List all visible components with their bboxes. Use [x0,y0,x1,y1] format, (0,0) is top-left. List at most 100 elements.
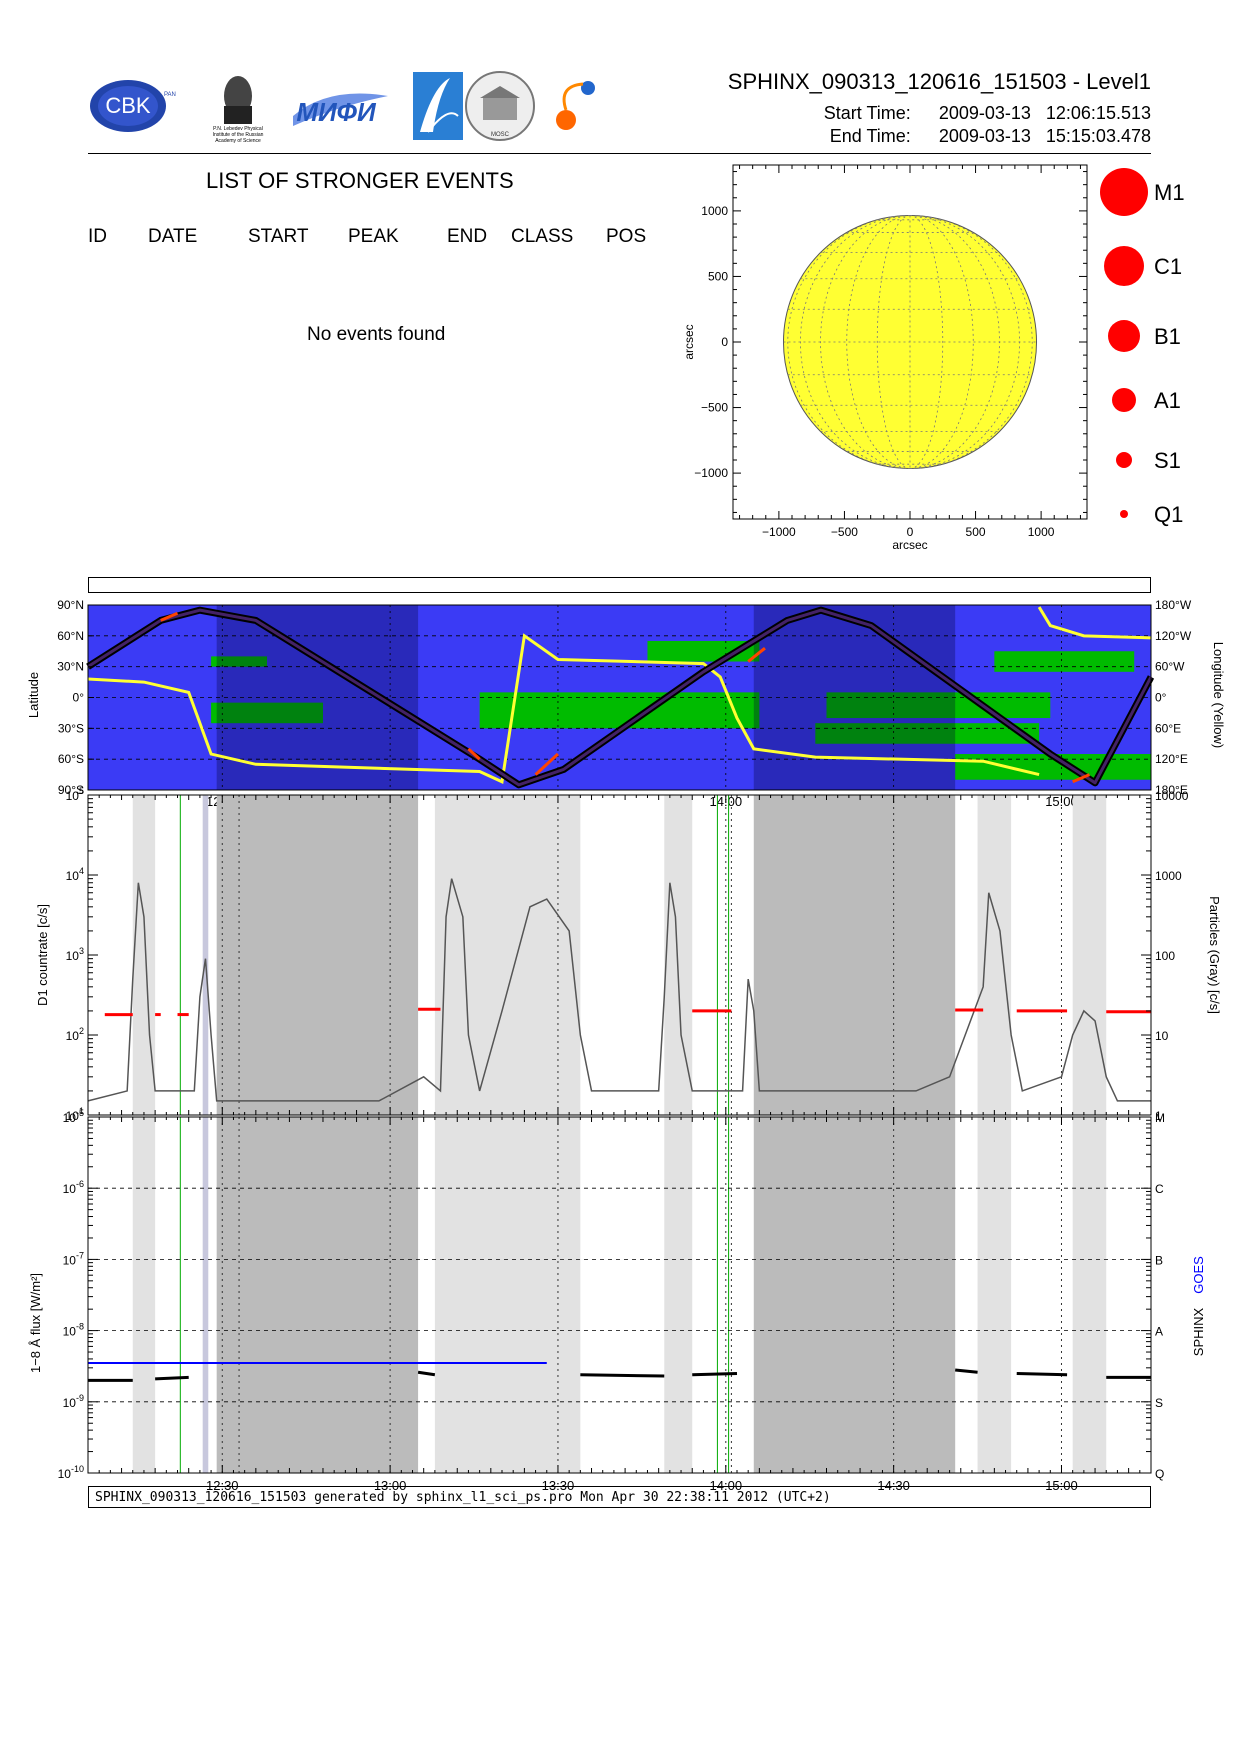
log-axis-label: 105 [66,786,84,803]
log-axis-label: 10-9 [63,1393,84,1410]
disk-ytick-label: −1000 [694,466,728,480]
mifi-logo: МИФИ [293,93,388,127]
eclipse-band [216,1117,419,1473]
class-label: A [1155,1325,1163,1339]
legend-label-c1: C1 [1154,254,1182,279]
map-land [211,656,268,667]
time-label: 14:30 [877,1478,910,1493]
class-label: B [1155,1253,1163,1267]
page-title: SPHINX_090313_120616_151503 - Level1 [727,69,1151,94]
saa-band [664,795,693,1115]
time-label: 13:30 [542,1478,575,1493]
disk-longitude-line [787,215,911,469]
events-title: LIST OF STRONGER EVENTS [206,168,514,193]
events-col-date: DATE [148,226,198,247]
track-highlight [1072,773,1091,784]
log-axis-label: 10-5 [63,1108,84,1125]
saa-band [1072,1117,1107,1473]
track-highlight [160,611,179,622]
map-lon-label: 0° [1155,691,1167,705]
sun-logo [556,81,595,130]
saa-band [434,1117,581,1473]
mifi-logo-text: МИФИ [296,97,377,127]
disk-ticks: −1000 −500 0 500 1000 1000 500 0 −500 −1000 [694,165,1087,539]
log-axis-label: 10-10 [58,1464,84,1481]
right-axis-label: 100 [1155,949,1175,963]
footer-note: SPHINX_090313_120616_151503 generated by… [88,1486,1151,1508]
saa-band [132,1117,156,1473]
log-axis-label: 10-6 [63,1179,84,1196]
map-land [826,692,1051,719]
flux-ylabel-left: 1−8 Å flux [W/m²] [28,1273,43,1373]
time-label: 15:00 [1045,1478,1078,1493]
map-ylabel-left: Latitude [26,672,41,718]
disk-xtick-label: 1000 [1028,525,1055,539]
end-time-label: End Time: [829,126,911,146]
eclipse-band [753,795,956,1115]
right-axis-label: 10000 [1155,789,1189,803]
disk-longitude-line [909,215,944,469]
marker-band [202,795,209,1115]
disk-xtick-label: 0 [907,525,914,539]
disk-ytick-label: 500 [708,269,728,283]
disk-longitude-line [909,215,1033,469]
disk-ytick-label: 0 [721,335,728,349]
disk-xlabel: arcsec [892,538,927,552]
disk-longitude-line [800,215,911,469]
start-time-label: Start Time: [823,103,911,123]
disk-xtick-label: −500 [831,525,858,539]
events-col-peak: PEAK [348,226,399,247]
map-land [211,702,323,724]
track-highlight [467,747,481,761]
saa-band [977,795,1012,1115]
disk-longitude-line [876,215,911,469]
right-axis-label: 10 [1155,1029,1169,1043]
flux-label-sphinx: SPHINX [1191,1307,1206,1356]
legend-group: M1 C1 B1 A1 S1 Q1 [1100,168,1185,527]
disk-longitude-line [820,215,911,469]
legend-label-q1: Q1 [1154,502,1183,527]
map-land [479,692,760,729]
flux-chart: 10-10 10-9 10-8 10-7 10-6 10-5 Q S A B C M 12:30 13:0… [58,1108,1165,1493]
sphinx-flux-segment [417,1370,436,1377]
map-lat-label: 90°N [57,598,84,612]
legend-label-b1: B1 [1154,324,1181,349]
svg-text:Institute of the Russian: Institute of the Russian [213,132,264,138]
flare-class-legend: M1 C1 B1 A1 S1 Q1 [1100,168,1185,527]
info-strip [88,577,1151,593]
events-col-start: START [248,226,309,247]
observatory-logo: MOSC [465,71,535,141]
map-lon-label: 120°E [1155,752,1188,766]
disk-ytick-label: 1000 [701,204,728,218]
legend-label-m1: M1 [1154,180,1185,205]
legend-label-s1: S1 [1154,448,1181,473]
ground-track-map: 90°N 180°W 60°N 120°W 30°N 60°W 0° 0° 30°S 60°E 60… [57,598,1192,809]
disk-longitude-line [909,215,1020,469]
events-col-pos: POS [606,226,647,247]
legend-marker-s1 [1116,452,1132,468]
class-label: Q [1155,1467,1164,1481]
saa-band [434,795,581,1115]
log-axis-label: 103 [66,946,84,963]
events-col-class: CLASS [511,226,574,247]
log-axis-label: 10-8 [63,1322,84,1339]
disk-xtick-label: −1000 [762,525,796,539]
map-lat-label: 30°N [57,660,84,674]
track-highlight [747,646,766,663]
class-label: S [1155,1396,1163,1410]
map-land [815,723,1040,744]
right-axis-label: 1 [1155,1109,1162,1123]
rocket-logo [413,72,463,140]
sphinx-flux-segment [580,1373,665,1378]
no-events-message: No events found [307,324,446,345]
satellite-track-core [87,608,1153,787]
observatory-logo-text: MOSC [491,132,510,138]
legend-label-a1: A1 [1154,388,1181,413]
saa-band [977,1117,1012,1473]
events-col-id: ID [88,226,107,247]
lebedev-logo: P.N. Lebedev Physical Institute of the R… [213,76,264,144]
map-lon-label: 120°W [1155,629,1192,643]
map-lat-label: 30°S [58,721,84,735]
map-lat-label: 60°N [57,629,84,643]
cbk-logo: CBK PAN [90,80,176,132]
